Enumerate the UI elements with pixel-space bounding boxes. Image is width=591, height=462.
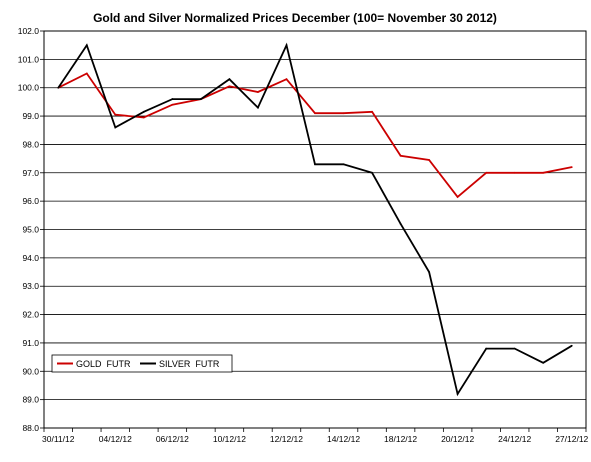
y-tick-label: 98.0: [22, 139, 39, 149]
x-tick-label: 24/12/12: [498, 434, 531, 444]
x-tick-label: 27/12/12: [555, 434, 588, 444]
data-point: [513, 171, 516, 174]
x-tick-label: 30/11/12: [42, 434, 75, 444]
y-tick-label: 100.0: [18, 83, 40, 93]
data-point: [542, 361, 545, 364]
data-point: [399, 222, 402, 225]
series-lines: [57, 42, 573, 397]
data-point: [171, 103, 174, 106]
data-point: [428, 271, 431, 273]
data-point: [171, 98, 174, 100]
data-point: [485, 171, 488, 174]
legend-label-silver: SILVER FUTR: [159, 359, 220, 369]
x-axis-tick-labels: 30/11/12 04/12/12 06/12/12 10/12/12 12/12/12…: [42, 428, 589, 444]
data-point: [228, 78, 231, 81]
x-tick-label: 04/12/12: [99, 434, 132, 444]
data-point: [114, 126, 117, 129]
y-tick-label: 95.0: [22, 225, 39, 235]
data-point: [513, 347, 516, 350]
plot-border: [43, 30, 587, 429]
data-point: [142, 116, 145, 119]
x-tick-label: 10/12/12: [213, 434, 246, 444]
data-point: [570, 344, 573, 347]
x-tick-label: 20/12/12: [441, 434, 474, 444]
y-tick-label: 91.0: [22, 338, 39, 348]
data-point: [114, 113, 117, 116]
x-tick-label: 14/12/12: [327, 434, 360, 444]
data-point: [371, 171, 373, 174]
data-point: [142, 110, 145, 113]
data-point: [399, 154, 402, 157]
y-tick-label: 102.0: [18, 26, 40, 36]
data-point: [371, 110, 373, 113]
data-point: [285, 78, 288, 81]
data-point: [456, 393, 459, 395]
y-axis-tick-labels: 102.0 101.0 100.0 99.0 98.0 97.0 96.0 95.0 94.0 9…: [18, 26, 40, 433]
y-tick-label: 94.0: [22, 253, 39, 263]
data-point: [228, 85, 231, 88]
data-point: [456, 195, 459, 198]
y-tick-label: 92.0: [22, 310, 39, 320]
y-tick-label: 96.0: [22, 196, 39, 206]
y-tick-label: 99.0: [22, 111, 39, 121]
x-tick-label: 06/12/12: [156, 434, 189, 444]
data-point: [199, 98, 202, 100]
y-tick-label: 93.0: [22, 281, 39, 291]
y-tick-label: 101.0: [18, 54, 40, 64]
data-point: [85, 44, 88, 47]
y-tick-label: 97.0: [22, 168, 39, 178]
data-point: [257, 106, 259, 109]
data-point: [342, 163, 345, 166]
x-tick-label: 12/12/12: [270, 434, 303, 444]
data-point: [257, 91, 259, 93]
data-point: [542, 171, 545, 174]
chart-title: Gold and Silver Normalized Prices Decemb…: [93, 11, 497, 25]
data-point: [57, 86, 60, 89]
data-point: [314, 163, 316, 166]
x-tick-label: 18/12/12: [384, 434, 417, 444]
legend-label-gold: GOLD FUTR: [76, 359, 131, 369]
legend: GOLD FUTR SILVER FUTR: [51, 354, 233, 373]
data-point: [85, 72, 88, 75]
y-tick-label: 90.0: [22, 366, 39, 376]
y-tick-label: 89.0: [22, 395, 39, 405]
data-point: [485, 347, 488, 350]
data-point: [428, 159, 431, 161]
data-point: [314, 112, 316, 115]
data-point: [342, 112, 345, 115]
data-point: [285, 44, 288, 47]
data-point: [570, 166, 573, 169]
y-tick-label: 88.0: [22, 423, 39, 433]
